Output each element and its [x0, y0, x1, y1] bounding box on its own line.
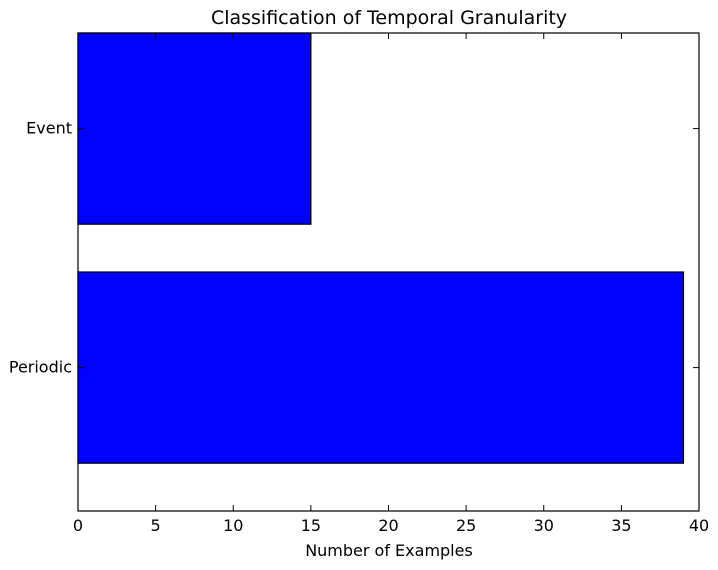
x-axis-label: Number of Examples: [305, 541, 473, 560]
x-tick-label-5: 5: [151, 516, 161, 535]
y-tick-label-periodic: Periodic: [9, 358, 72, 377]
x-tick-label-10: 10: [223, 516, 243, 535]
x-tick-label-0: 0: [73, 516, 83, 535]
x-tick-label-15: 15: [301, 516, 321, 535]
x-tick-label-20: 20: [378, 516, 398, 535]
bar-periodic: [77, 271, 685, 464]
bars-group: [77, 32, 685, 464]
x-tick-label-30: 30: [534, 516, 554, 535]
y-tick-label-event: Event: [26, 119, 72, 138]
ticks-group: Event Periodic 0 5 10 15 20 25 30 35 40: [9, 33, 709, 535]
plot-frame: [77, 32, 700, 512]
chart-title: Classification of Temporal Granularity: [211, 7, 567, 29]
x-tick-label-40: 40: [689, 516, 709, 535]
x-tick-label-35: 35: [611, 516, 631, 535]
x-tick-label-25: 25: [456, 516, 476, 535]
bar-event: [77, 32, 312, 225]
